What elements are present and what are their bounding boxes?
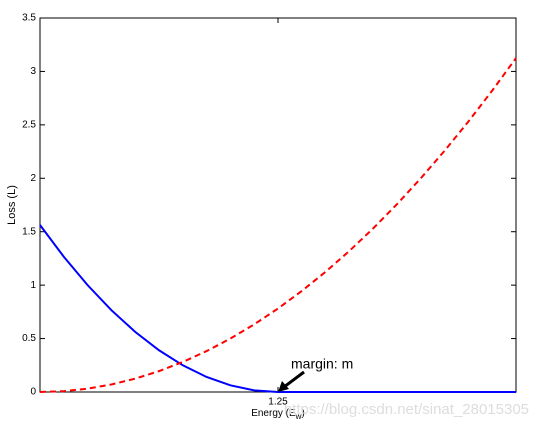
y-axis-label: Loss (L) bbox=[6, 185, 18, 225]
y-tick-label: 0.5 bbox=[22, 333, 36, 344]
x-label-sub: w bbox=[295, 412, 302, 421]
line-series bbox=[39, 224, 516, 393]
annotation: margin: m bbox=[291, 356, 353, 372]
plot-frame bbox=[39, 17, 517, 393]
x-axis-label: Energy (Ew) bbox=[251, 408, 305, 421]
y-tick-label: 2 bbox=[30, 173, 36, 184]
x-tick-label: 1.25 bbox=[268, 397, 288, 408]
y-tick-label: 3.5 bbox=[22, 13, 36, 24]
watermark: https://blog.csdn.net/sinat_28015305 bbox=[284, 401, 529, 418]
y-tick-label: 0 bbox=[30, 387, 36, 398]
y-tick-label: 3 bbox=[30, 66, 36, 77]
y-tick-label: 1.5 bbox=[22, 226, 36, 237]
y-tick-label: 2.5 bbox=[22, 119, 36, 130]
y-tick-label: 1 bbox=[30, 280, 36, 291]
annotation-arrowhead bbox=[278, 381, 289, 392]
x-label-end: ) bbox=[301, 408, 304, 419]
annotation-arrow bbox=[283, 370, 305, 389]
line-series bbox=[39, 57, 517, 393]
x-label-main: Energy (E bbox=[251, 408, 296, 419]
